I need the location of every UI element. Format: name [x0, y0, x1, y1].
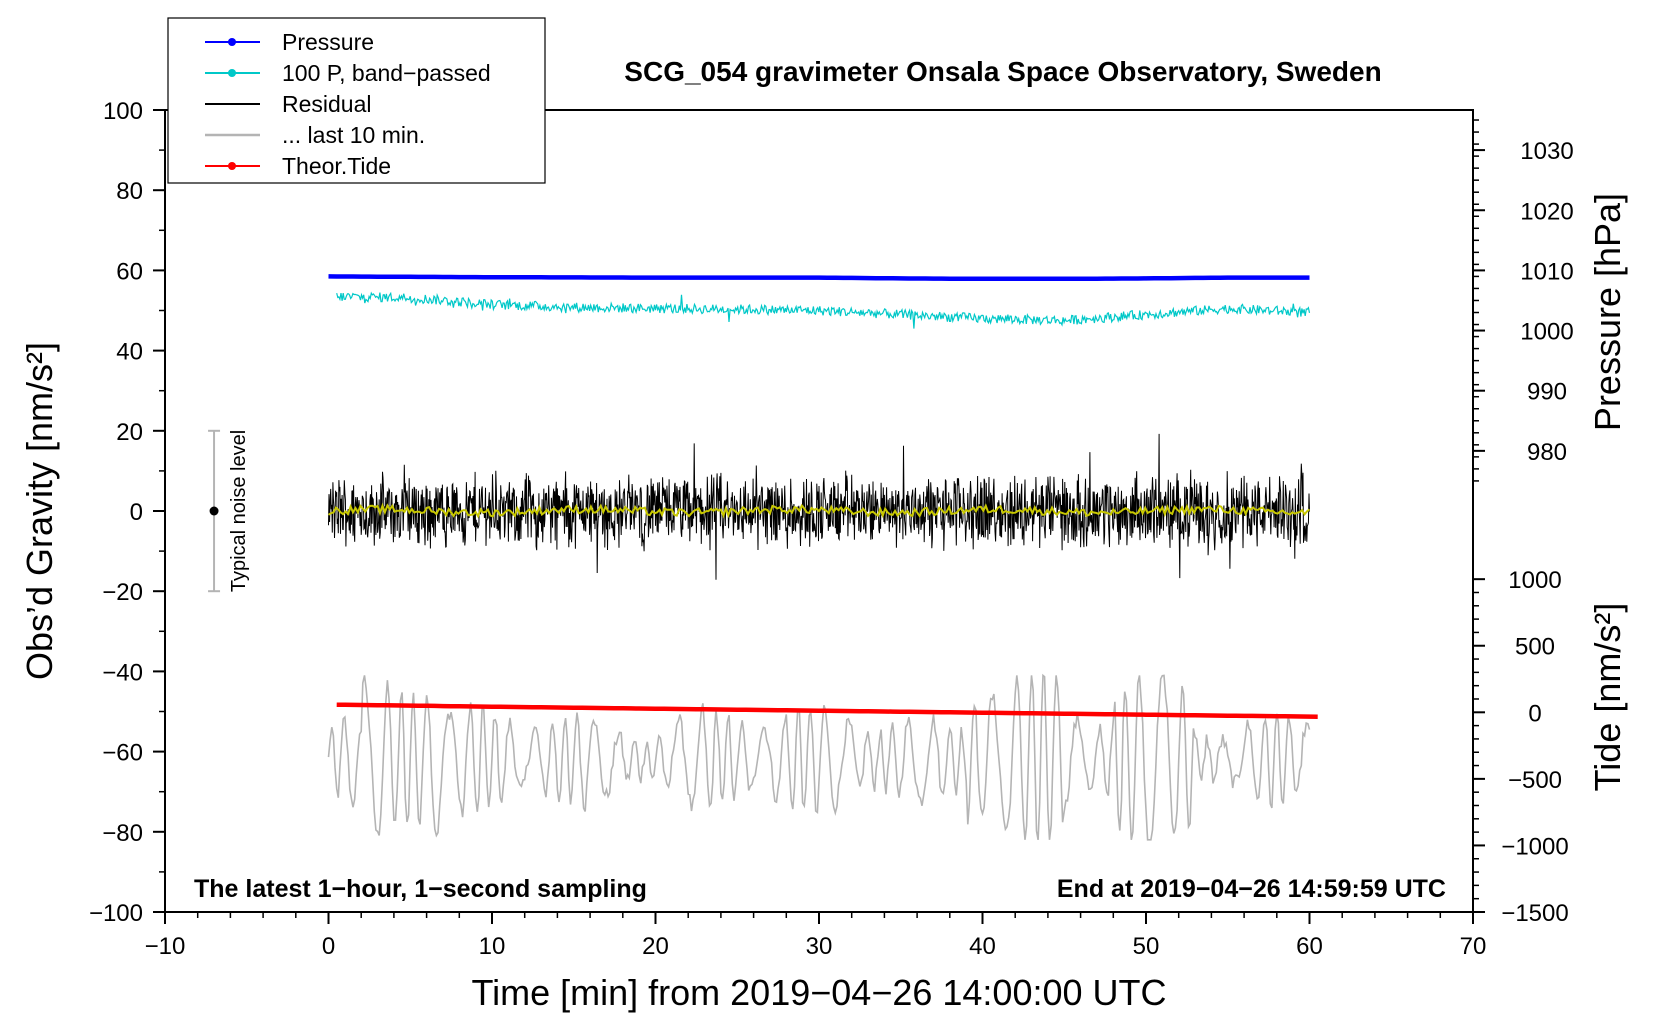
y-tick-label: 0	[130, 499, 143, 526]
x-tick-label: 30	[806, 933, 833, 960]
y-tick-label: 80	[116, 178, 143, 205]
tide-tick-label: 1000	[1508, 567, 1561, 594]
y-tick-label: −80	[102, 820, 143, 847]
annotation-sampling: The latest 1−hour, 1−second sampling	[194, 875, 647, 903]
y-tick-label: 100	[103, 98, 143, 125]
annotation-end-time: End at 2019−04−26 14:59:59 UTC	[1057, 875, 1446, 903]
legend-label: Theor.Tide	[282, 153, 391, 179]
tide-tick-label: 500	[1515, 634, 1555, 661]
pressure-tick-label: 980	[1527, 439, 1567, 466]
series-residual	[328, 433, 1310, 580]
legend-marker	[228, 38, 236, 46]
y-tick-label: 20	[116, 419, 143, 446]
legend-label: Residual	[282, 91, 372, 117]
series-theoretical-tide	[336, 702, 1318, 719]
x-tick-label: 20	[642, 933, 669, 960]
x-tick-label: 50	[1133, 933, 1160, 960]
x-tick-label: 70	[1460, 933, 1487, 960]
y-axis-tide: −1500 −1000 −500 0 500 1000	[1473, 567, 1569, 927]
tide-tick-label: −1500	[1501, 900, 1568, 927]
x-axis-label: Time [min] from 2019−04−26 14:00:00 UTC	[471, 972, 1166, 1013]
tide-tick-label: −500	[1508, 767, 1562, 794]
y-tick-label: 60	[116, 258, 143, 285]
legend-marker	[228, 69, 236, 77]
y-tick-label: −20	[102, 579, 143, 606]
pressure-tick-label: 1020	[1520, 198, 1573, 225]
tide-tick-label: 0	[1528, 700, 1541, 727]
y-tick-label: −60	[102, 740, 143, 767]
y-axis-label-left: Obs’d Gravity [nm/s²]	[19, 342, 60, 680]
x-tick-label: 0	[322, 933, 335, 960]
legend-label: ... last 10 min.	[282, 122, 425, 148]
series-band-passed-pressure	[336, 291, 1311, 329]
y-tick-label: −100	[89, 900, 143, 927]
x-tick-label: 40	[969, 933, 996, 960]
y-axis-pressure: 980 990 1000 1010 1020 1030	[1473, 119, 1574, 482]
y-tick-label: 40	[116, 339, 143, 366]
legend-label: Pressure	[282, 29, 374, 55]
series-pressure	[328, 274, 1310, 282]
data-series	[327, 274, 1318, 841]
chart-title: SCG_054 gravimeter Onsala Space Observat…	[624, 56, 1381, 87]
legend-marker	[228, 162, 236, 170]
tide-tick-label: −1000	[1501, 833, 1568, 860]
pressure-tick-label: 1010	[1520, 258, 1573, 285]
legend-label: 100 P, band−passed	[282, 60, 491, 86]
x-axis: −10 0 10 20 30 40 50 60 70	[145, 912, 1487, 960]
y-axis-label-tide: Tide [nm/s²]	[1587, 603, 1628, 792]
series-residual-smoothed	[327, 502, 1311, 519]
y-tick-label: −40	[102, 659, 143, 686]
x-tick-label: 10	[479, 933, 506, 960]
noise-bar-label: Typical noise level	[228, 430, 250, 592]
pressure-tick-label: 990	[1527, 379, 1567, 406]
y-axis-left: −100 −80 −60 −40 −20 0 20 40 60 80 100	[89, 98, 165, 927]
y-axis-label-pressure: Pressure [hPa]	[1587, 193, 1628, 431]
x-tick-label: −10	[145, 933, 186, 960]
pressure-tick-label: 1030	[1520, 138, 1573, 165]
legend: Pressure 100 P, band−passed Residual ... la…	[167, 17, 546, 184]
noise-level-indicator: Typical noise level	[208, 429, 250, 593]
x-tick-label: 60	[1296, 933, 1323, 960]
noise-bar-center	[209, 506, 219, 516]
series-last-10-min	[327, 673, 1311, 841]
pressure-tick-label: 1000	[1520, 319, 1573, 346]
